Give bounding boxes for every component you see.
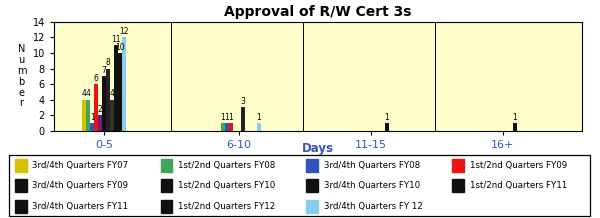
Bar (15, 179, 26, 192)
Text: 4: 4 (86, 90, 91, 99)
Bar (161, 159, 172, 172)
Bar (15, 200, 26, 213)
Bar (110, 100, 114, 131)
Bar (118, 53, 122, 131)
Text: 1: 1 (221, 113, 226, 122)
Bar (307, 200, 318, 213)
Text: 8: 8 (106, 58, 110, 67)
Text: 12: 12 (119, 27, 129, 36)
Text: 1: 1 (229, 113, 233, 122)
Bar (86, 100, 90, 131)
Text: 1: 1 (256, 113, 261, 122)
Text: 1: 1 (384, 113, 389, 122)
FancyBboxPatch shape (9, 155, 590, 216)
Bar (241, 107, 245, 131)
Text: 3rd/4th Quarters FY 12: 3rd/4th Quarters FY 12 (324, 202, 423, 211)
Text: 3rd/4th Quarters FY08: 3rd/4th Quarters FY08 (324, 161, 420, 170)
Text: 3rd/4th Quarters FY10: 3rd/4th Quarters FY10 (324, 181, 420, 191)
Text: 7: 7 (102, 66, 107, 75)
Bar (307, 179, 318, 192)
Bar (229, 123, 233, 131)
Text: 2: 2 (98, 105, 103, 114)
Text: Days: Days (302, 141, 334, 155)
Bar (161, 179, 172, 192)
Text: 1st/2nd Quarters FY11: 1st/2nd Quarters FY11 (470, 181, 567, 191)
Text: 1: 1 (90, 113, 95, 122)
Text: 6: 6 (94, 74, 98, 83)
Text: 3rd/4th Quarters FY09: 3rd/4th Quarters FY09 (32, 181, 128, 191)
Text: 3rd/4th Quarters FY11: 3rd/4th Quarters FY11 (32, 202, 128, 211)
Bar (225, 123, 229, 131)
Bar (385, 123, 389, 131)
Bar (122, 37, 126, 131)
Text: 1: 1 (224, 113, 229, 122)
Bar (106, 68, 110, 131)
Bar (114, 45, 118, 131)
Bar (82, 100, 86, 131)
Bar (452, 159, 464, 172)
Bar (307, 159, 318, 172)
Text: 1st/2nd Quarters FY09: 1st/2nd Quarters FY09 (470, 161, 567, 170)
Text: 3rd/4th Quarters FY07: 3rd/4th Quarters FY07 (32, 161, 128, 170)
Text: 11: 11 (111, 35, 121, 44)
Text: 4: 4 (82, 90, 87, 99)
Text: 1st/2nd Quarters FY10: 1st/2nd Quarters FY10 (178, 181, 275, 191)
Text: 4: 4 (110, 90, 115, 99)
Bar (102, 76, 106, 131)
Bar (221, 123, 225, 131)
Bar (94, 84, 98, 131)
Text: 10: 10 (115, 43, 125, 52)
Bar (161, 200, 172, 213)
Bar (257, 123, 260, 131)
Bar (452, 179, 464, 192)
Title: Approval of R/W Cert 3s: Approval of R/W Cert 3s (224, 5, 412, 19)
Text: 1st/2nd Quarters FY08: 1st/2nd Quarters FY08 (178, 161, 275, 170)
Text: 1: 1 (512, 113, 517, 122)
Bar (98, 115, 102, 131)
Bar (15, 159, 26, 172)
Y-axis label: N
u
m
b
e
r: N u m b e r (17, 44, 26, 108)
Text: 3: 3 (241, 97, 245, 106)
Bar (513, 123, 517, 131)
Bar (91, 123, 94, 131)
Text: 1st/2nd Quarters FY12: 1st/2nd Quarters FY12 (178, 202, 275, 211)
